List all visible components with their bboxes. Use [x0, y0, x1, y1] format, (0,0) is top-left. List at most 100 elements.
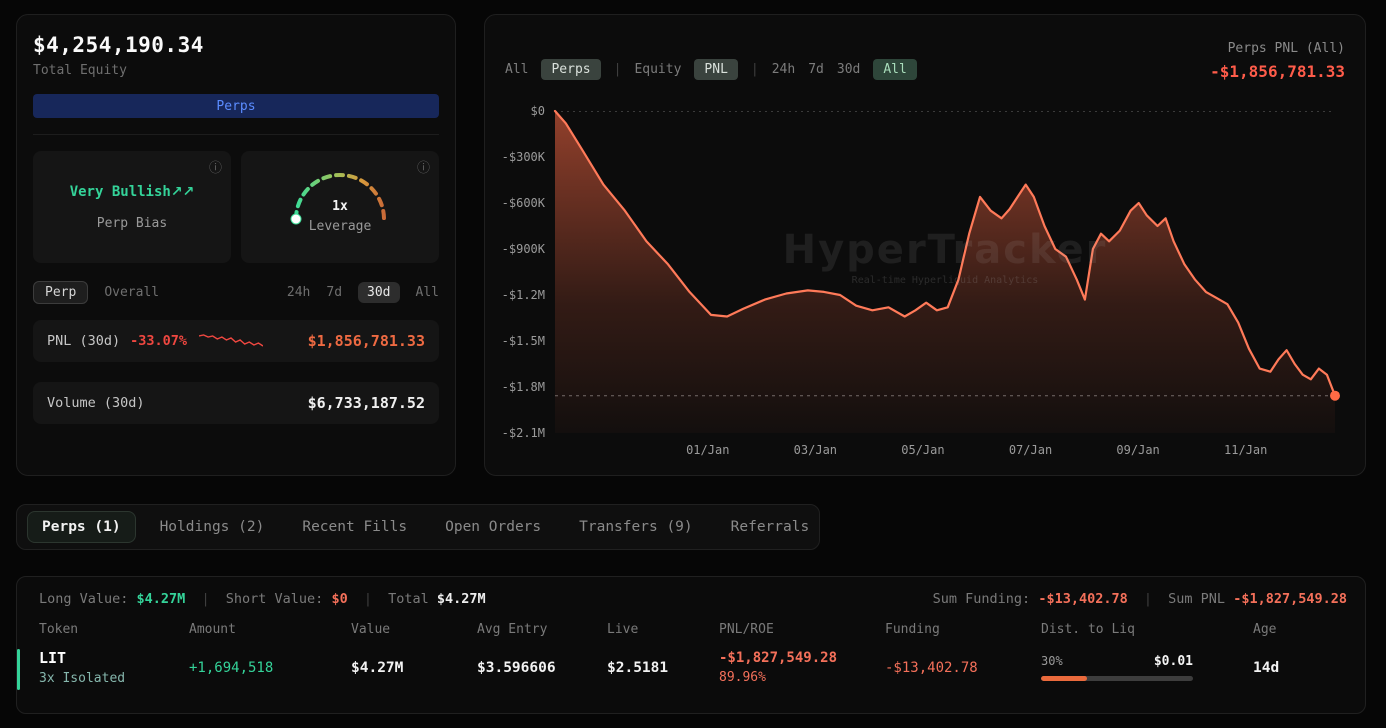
x-axis-label: 09/Jan [1116, 443, 1160, 457]
leverage-label: Leverage [308, 219, 372, 234]
col-pnl-roe: PNL/ROE [719, 622, 774, 637]
short-value: $0 [331, 591, 348, 607]
col-token: Token [39, 622, 79, 637]
tab-overall[interactable]: Overall [104, 285, 160, 300]
tab-perp[interactable]: Perp [33, 281, 89, 304]
tab-holdings[interactable]: Holdings (2) [159, 519, 265, 535]
tab-perps[interactable]: Perps (1) [27, 511, 136, 543]
tab-transfers[interactable]: Transfers (9) [579, 519, 693, 535]
y-axis-label: -$1.2M [501, 288, 545, 302]
perp-bias-text: Very Bullish [69, 183, 171, 200]
long-value-label: Long Value: [39, 591, 129, 607]
perp-bias-label: Perp Bias [96, 215, 168, 231]
liquidation-progress-bar [1041, 676, 1193, 681]
filter-7d[interactable]: 7d [808, 62, 824, 77]
leverage-value: 1x [332, 199, 348, 214]
stats-scope-tabs: Perp Overall 24h 7d 30d All [33, 281, 439, 304]
col-age: Age [1253, 622, 1277, 637]
x-axis-label: 05/Jan [901, 443, 945, 457]
leverage-gauge-icon [290, 173, 386, 225]
filter-divider: | [750, 62, 759, 77]
x-axis: 01/Jan 03/Jan 05/Jan 07/Jan 09/Jan 11/Jan [555, 443, 1335, 459]
perps-toggle-button[interactable]: Perps [33, 94, 439, 118]
tab-referrals[interactable]: Referrals [730, 519, 810, 535]
positions-summary: Long Value: $4.27M | Short Value: $0 | T… [17, 577, 1365, 607]
y-axis-label: -$1.5M [501, 334, 545, 348]
last-point-marker [1330, 390, 1340, 401]
chart-summary-label: Perps PNL (All) [1227, 41, 1345, 56]
tab-open-orders[interactable]: Open Orders [445, 519, 542, 535]
chart-area: $0 -$300K -$600K -$900K -$1.2M -$1.5M -$1.8M -$… [501, 104, 1340, 457]
volume-30d-value: $6,733,187.52 [307, 394, 425, 412]
col-amount: Amount [189, 622, 236, 637]
pnl-chart-plot[interactable]: HyperTracker Real-time Hyperliquid Analy… [553, 109, 1340, 433]
perp-bias-value: Very Bullish↗↗ [70, 184, 195, 200]
tab-all[interactable]: All [415, 285, 439, 300]
filter-equity[interactable]: Equity [634, 62, 682, 77]
token-symbol: LIT [39, 649, 67, 667]
y-axis-label: -$1.8M [501, 380, 545, 394]
value-cell: $4.27M [351, 659, 404, 676]
long-position-indicator [17, 649, 20, 690]
stats-period-tabs: 24h 7d 30d All [287, 282, 439, 303]
sum-pnl-value: -$1,827,549.28 [1233, 591, 1347, 607]
pnl-30d-label: PNL (30d) [47, 333, 121, 349]
sum-pnl-label: Sum PNL [1168, 591, 1226, 607]
summary-divider: | [201, 591, 210, 607]
volume-30d-label: Volume (30d) [47, 395, 145, 411]
chart-filter-bar: All Perps | Equity PNL | 24h 7d 30d All [505, 59, 917, 80]
col-avg-entry: Avg Entry [477, 622, 548, 637]
col-value: Value [351, 622, 391, 637]
pnl-30d-row: PNL (30d) -33.07% $1,856,781.33 [33, 320, 439, 362]
filter-pnl[interactable]: PNL [694, 59, 738, 80]
summary-divider: | [363, 591, 372, 607]
long-value: $4.27M [136, 591, 186, 607]
pnl-value: -$1,827,549.28 [719, 650, 838, 666]
token-cell: LIT 3x Isolated [39, 649, 189, 686]
total-equity-label: Total Equity [33, 63, 127, 78]
sum-funding-label: Sum Funding: [932, 591, 1031, 607]
volume-30d-row: Volume (30d) $6,733,187.52 [33, 382, 439, 424]
amount-cell: +1,694,518 [189, 659, 274, 676]
info-icon[interactable]: ⓘ [208, 161, 222, 176]
col-dist-to-liq: Dist. to Liq [1041, 622, 1135, 637]
avg-entry-cell: $3.596606 [477, 659, 556, 676]
y-axis-label: -$900K [501, 242, 545, 256]
dist-to-liq-cell: 30% $0.01 [1041, 654, 1253, 681]
dist-price: $0.01 [1153, 654, 1193, 669]
positions-header-row: Token Amount Value Avg Entry Live PNL/RO… [17, 622, 1365, 637]
filter-divider: | [613, 62, 622, 77]
tab-24h[interactable]: 24h [286, 285, 311, 300]
pnl-30d-percent: -33.07% [130, 333, 188, 349]
col-live: Live [607, 622, 639, 637]
tab-30d[interactable]: 30d [358, 282, 400, 303]
info-icon[interactable]: ⓘ [416, 161, 430, 176]
x-axis-label: 07/Jan [1008, 443, 1053, 457]
short-value-label: Short Value: [225, 591, 324, 607]
tab-7d[interactable]: 7d [326, 285, 343, 300]
filter-range-all[interactable]: All [873, 59, 917, 80]
filter-24h[interactable]: 24h [771, 62, 796, 77]
y-axis-label: -$600K [501, 196, 545, 210]
y-axis: $0 -$300K -$600K -$900K -$1.2M -$1.5M -$1.8M -$… [501, 104, 545, 440]
age-cell: 14d [1253, 659, 1280, 676]
liquidation-progress-fill [1041, 676, 1087, 681]
summary-divider: | [1143, 591, 1153, 607]
table-row[interactable]: LIT 3x Isolated +1,694,518 $4.27M $3.596… [17, 649, 1365, 692]
dist-percent: 30% [1041, 654, 1063, 668]
roe-value: 89.96% [719, 670, 766, 685]
chart-summary-value: -$1,856,781.33 [1210, 62, 1345, 81]
x-axis-label: 11/Jan [1224, 443, 1268, 457]
funding-cell: -$13,402.78 [885, 659, 978, 676]
pnl-chart-card: All Perps | Equity PNL | 24h 7d 30d All … [484, 14, 1366, 476]
x-axis-label: 03/Jan [793, 443, 838, 457]
total-equity-value: $4,254,190.34 [33, 33, 204, 57]
perp-bias-card: ⓘ Very Bullish↗↗ Perp Bias [33, 151, 231, 263]
tab-recent-fills[interactable]: Recent Fills [302, 519, 408, 535]
positions-panel: Long Value: $4.27M | Short Value: $0 | T… [16, 576, 1366, 714]
filter-all-accounts[interactable]: All [505, 62, 529, 77]
filter-30d[interactable]: 30d [836, 62, 861, 77]
filter-perps[interactable]: Perps [541, 59, 601, 80]
leverage-card: ⓘ 1x Leverage [241, 151, 439, 263]
pnl-chart-svg [553, 109, 1340, 433]
